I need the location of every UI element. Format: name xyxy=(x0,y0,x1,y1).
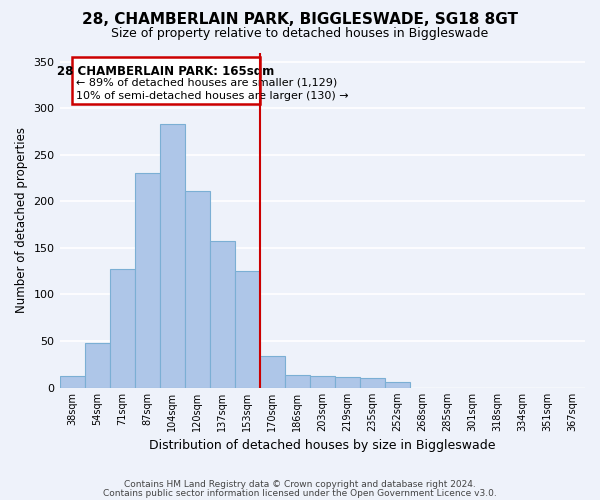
Y-axis label: Number of detached properties: Number of detached properties xyxy=(15,127,28,313)
Bar xyxy=(209,242,235,388)
Bar xyxy=(85,343,110,388)
Bar xyxy=(185,191,209,388)
Bar xyxy=(59,376,85,388)
Text: Contains public sector information licensed under the Open Government Licence v3: Contains public sector information licen… xyxy=(103,488,497,498)
Bar xyxy=(360,378,385,388)
Bar xyxy=(385,382,410,388)
Bar xyxy=(235,271,260,388)
Bar xyxy=(110,270,134,388)
Text: 28, CHAMBERLAIN PARK, BIGGLESWADE, SG18 8GT: 28, CHAMBERLAIN PARK, BIGGLESWADE, SG18 … xyxy=(82,12,518,28)
Bar xyxy=(310,376,335,388)
Text: ← 89% of detached houses are smaller (1,129): ← 89% of detached houses are smaller (1,… xyxy=(76,78,337,88)
Text: Size of property relative to detached houses in Biggleswade: Size of property relative to detached ho… xyxy=(112,28,488,40)
Bar xyxy=(285,376,310,388)
Text: 28 CHAMBERLAIN PARK: 165sqm: 28 CHAMBERLAIN PARK: 165sqm xyxy=(57,64,275,78)
Bar xyxy=(260,356,285,388)
Text: Contains HM Land Registry data © Crown copyright and database right 2024.: Contains HM Land Registry data © Crown c… xyxy=(124,480,476,489)
X-axis label: Distribution of detached houses by size in Biggleswade: Distribution of detached houses by size … xyxy=(149,440,496,452)
Bar xyxy=(134,172,160,388)
Bar xyxy=(160,124,185,388)
Text: 10% of semi-detached houses are larger (130) →: 10% of semi-detached houses are larger (… xyxy=(76,90,349,101)
Bar xyxy=(335,378,360,388)
Bar xyxy=(72,57,260,104)
